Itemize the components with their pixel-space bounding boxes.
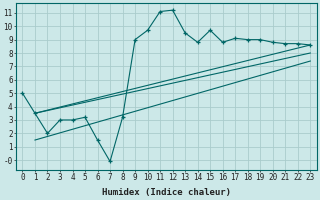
X-axis label: Humidex (Indice chaleur): Humidex (Indice chaleur) <box>102 188 231 197</box>
